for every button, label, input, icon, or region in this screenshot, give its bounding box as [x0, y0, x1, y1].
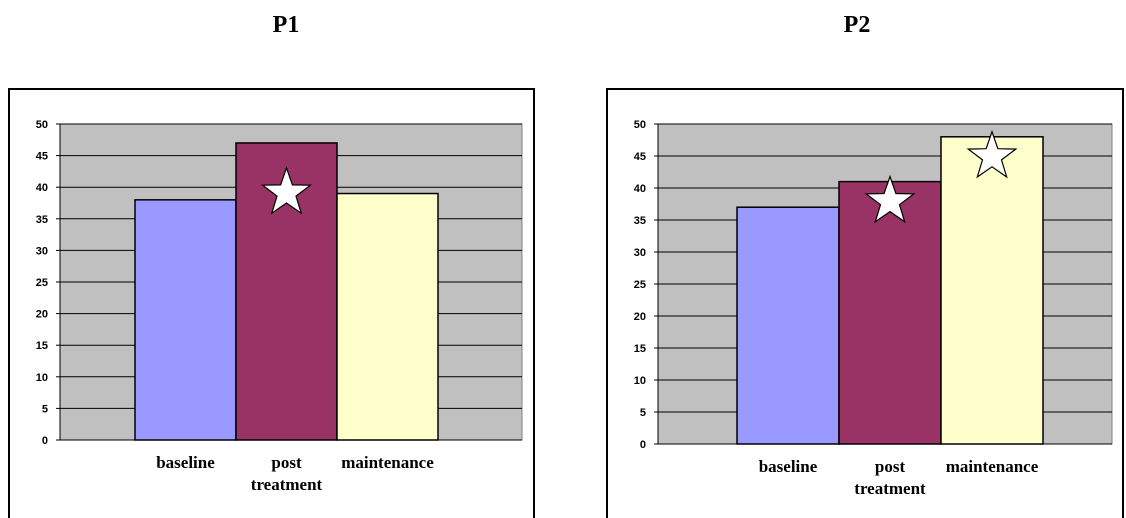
- bar-chart-p2: 0 5 10 15 20 25 30 35 40 45 50 baseline post treatmen…: [634, 119, 1113, 498]
- y-tick-label: 35: [36, 214, 48, 226]
- x-category-label: maintenance: [946, 457, 1039, 476]
- y-tick-label: 25: [634, 279, 646, 291]
- x-category-label: post: [271, 453, 302, 472]
- y-tick-label: 45: [36, 151, 48, 163]
- chart-title-p1: P1: [272, 12, 300, 38]
- x-category-label: baseline: [156, 453, 215, 472]
- bar-post-treatment: [838, 180, 942, 445]
- y-tick-label: 20: [36, 309, 48, 321]
- y-tick-label: 10: [634, 375, 646, 387]
- y-tick-label: 30: [634, 247, 646, 259]
- y-tick-label: 15: [634, 343, 646, 355]
- y-tick-label: 30: [36, 245, 48, 257]
- bar-baseline: [736, 206, 840, 445]
- y-tick-label: 35: [634, 215, 646, 227]
- y-tick-label: 10: [36, 372, 48, 384]
- x-category-label: treatment: [251, 475, 323, 494]
- x-category-label: treatment: [854, 479, 926, 498]
- chart-frame-p2: 0 5 10 15 20 25 30 35 40 45 50 baseline post treatmen…: [606, 88, 1124, 518]
- y-tick-label: 5: [42, 403, 48, 415]
- bar-chart-p1: 0 5 10 15 20 25 30 35 40 45 50 baseline post treatmen…: [36, 119, 523, 494]
- bar-baseline: [134, 199, 237, 441]
- star-marker: [864, 174, 916, 224]
- bar-maintenance: [336, 192, 439, 441]
- y-tick-label: 20: [634, 311, 646, 323]
- x-category-label: maintenance: [341, 453, 434, 472]
- y-tick-label: 15: [36, 340, 48, 352]
- y-tick-label: 0: [640, 439, 646, 451]
- y-tick-label: 25: [36, 277, 48, 289]
- y-tick-label: 45: [634, 151, 646, 163]
- star-marker: [966, 129, 1018, 179]
- y-tick-label: 40: [36, 182, 48, 194]
- y-tick-label: 50: [634, 119, 646, 131]
- y-tick-label: 0: [42, 435, 48, 447]
- x-category-label: baseline: [759, 457, 818, 476]
- chart-title-p2: P2: [843, 12, 871, 38]
- chart-frame-p1: 0 5 10 15 20 25 30 35 40 45 50 baseline post treatmen…: [8, 88, 535, 518]
- y-tick-label: 5: [640, 407, 646, 419]
- star-marker: [260, 166, 313, 215]
- x-category-label: post: [875, 457, 906, 476]
- y-tick-label: 50: [36, 119, 48, 131]
- bar-maintenance: [940, 136, 1044, 445]
- y-tick-label: 40: [634, 183, 646, 195]
